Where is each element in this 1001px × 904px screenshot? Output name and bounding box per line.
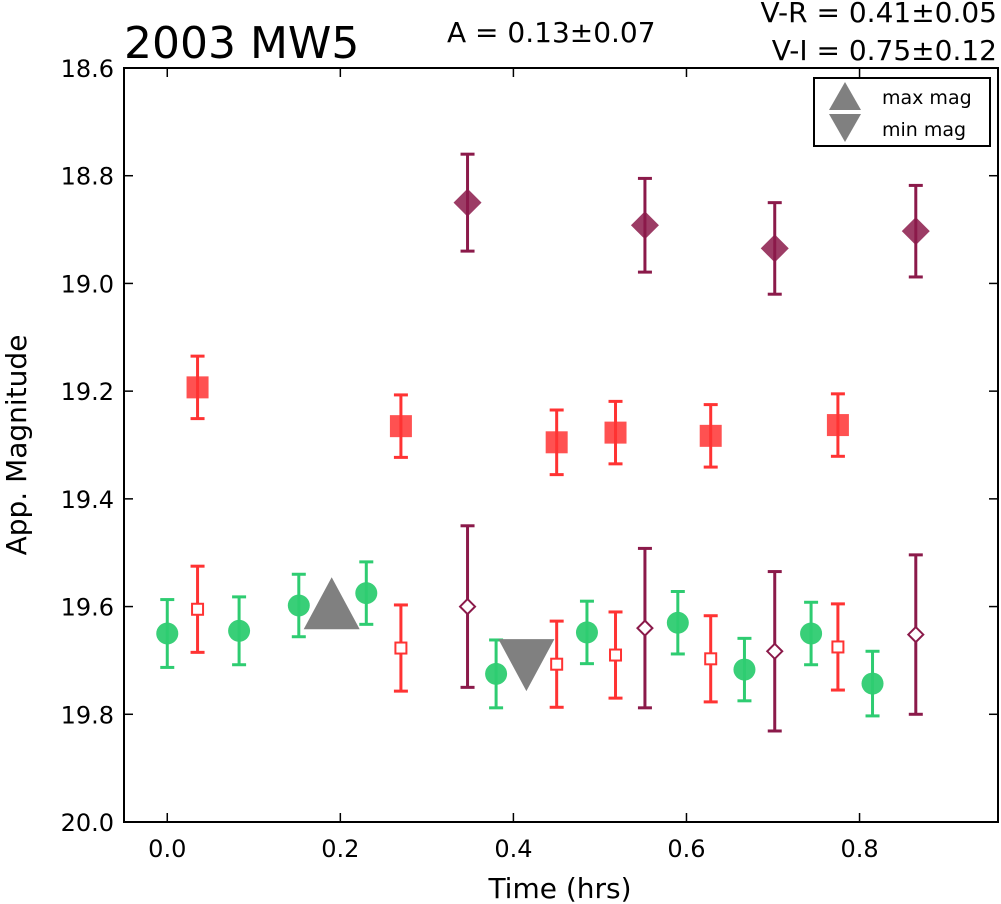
data-point-diamond (453, 188, 482, 217)
data-point-open-square (831, 640, 845, 654)
data-point-open-diamond (636, 619, 654, 638)
y-tick-label: 20.0 (61, 809, 114, 837)
legend-max-mag-marker (829, 82, 861, 110)
legend: max mag min mag (813, 77, 991, 147)
data-point-square (186, 376, 209, 399)
x-axis-label: Time (hrs) (487, 872, 631, 904)
y-tick-label: 19.0 (61, 270, 114, 298)
data-point-open-square (550, 657, 564, 671)
y-tick-label: 19.6 (61, 594, 114, 622)
y-tick-label: 18.6 (61, 55, 114, 83)
x-tick-label: 0.2 (321, 835, 359, 863)
data-point-square (826, 414, 849, 437)
min-mag-marker (498, 639, 555, 692)
data-point-circle (156, 622, 179, 645)
amplitude-label: A = 0.13±0.07 (447, 16, 656, 49)
x-tick-label: 0.0 (148, 835, 186, 863)
data-point-circle (861, 672, 884, 695)
data-point-open-square (191, 602, 205, 616)
y-tick-label: 18.8 (61, 163, 114, 191)
data-point-diamond (901, 217, 930, 246)
axis-ticks: 0.0 0.2 0.4 0.6 0.8 18.6 18.8 19.0 19.2 19.4 19.6 1… (61, 55, 998, 863)
color-index-vr: V-R = 0.41±0.05 (761, 0, 997, 29)
y-tick-label: 19.8 (61, 701, 114, 729)
data-point-open-diamond (458, 597, 477, 616)
data-point-square (389, 415, 412, 438)
data-point-circle (485, 662, 508, 685)
x-tick-label: 0.4 (494, 835, 532, 863)
data-point-circle (575, 621, 598, 644)
data-point-open-square (609, 648, 623, 662)
data-point-circle (800, 622, 823, 645)
data-point-square (545, 431, 568, 454)
data-point-open-square (394, 641, 408, 655)
data-point-circle (355, 582, 378, 605)
color-index-vi: V-I = 0.75±0.12 (772, 34, 997, 67)
x-tick-label: 0.8 (840, 835, 878, 863)
data-point-diamond (630, 211, 659, 240)
data-point-circle (287, 594, 310, 617)
data-point-square (604, 421, 627, 444)
data-point-circle (733, 658, 756, 681)
data-point-diamond (760, 234, 789, 263)
data-point-open-diamond (765, 642, 784, 661)
data-marks (156, 152, 930, 733)
y-tick-label: 19.2 (61, 378, 114, 406)
plot-frame (123, 67, 999, 823)
data-point-circle (666, 611, 689, 634)
max-mag-marker (303, 577, 360, 630)
y-axis-label: App. Magnitude (0, 335, 33, 556)
data-point-square (699, 424, 722, 447)
legend-min-mag-label: min mag (882, 119, 966, 141)
x-tick-label: 0.6 (667, 835, 705, 863)
data-point-open-diamond (906, 625, 925, 644)
data-point-open-square (704, 652, 718, 666)
y-tick-label: 19.4 (61, 486, 114, 514)
legend-min-mag-marker (829, 114, 861, 142)
legend-max-mag-label: max mag (882, 87, 972, 109)
data-point-circle (228, 619, 251, 642)
chart-title: 2003 MW5 (124, 18, 359, 69)
